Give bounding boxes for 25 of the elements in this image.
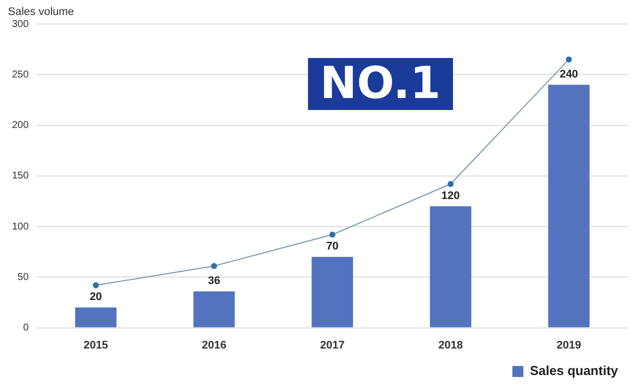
- data-label: 36: [208, 274, 220, 287]
- y-tick-label: 250: [12, 69, 30, 80]
- y-tick-label: 200: [12, 120, 30, 132]
- bar: [548, 84, 590, 328]
- bar: [75, 308, 117, 328]
- annotation: NO.1: [308, 58, 453, 110]
- bar: [193, 291, 235, 328]
- y-axis-title: Sales volume: [8, 6, 74, 18]
- x-tick-label: 2016: [202, 339, 226, 352]
- x-tick-label: 2015: [84, 339, 108, 352]
- y-tick-label: 50: [18, 272, 30, 283]
- x-tick-label: 2017: [320, 339, 345, 352]
- data-label: 240: [560, 68, 578, 80]
- bar: [312, 256, 354, 328]
- y-tick-label: 0: [23, 322, 30, 334]
- data-label: 20: [90, 291, 102, 304]
- legend-label: Sales quantity: [530, 363, 619, 378]
- x-tick-label: 2018: [438, 339, 463, 352]
- y-tick-label: 150: [12, 170, 30, 182]
- x-tick-label: 2019: [556, 339, 582, 352]
- data-label: 70: [326, 240, 338, 252]
- y-tick-label: 300: [12, 18, 30, 30]
- data-label: 120: [441, 190, 460, 202]
- bar: [430, 206, 472, 328]
- y-tick-label: 100: [12, 221, 30, 232]
